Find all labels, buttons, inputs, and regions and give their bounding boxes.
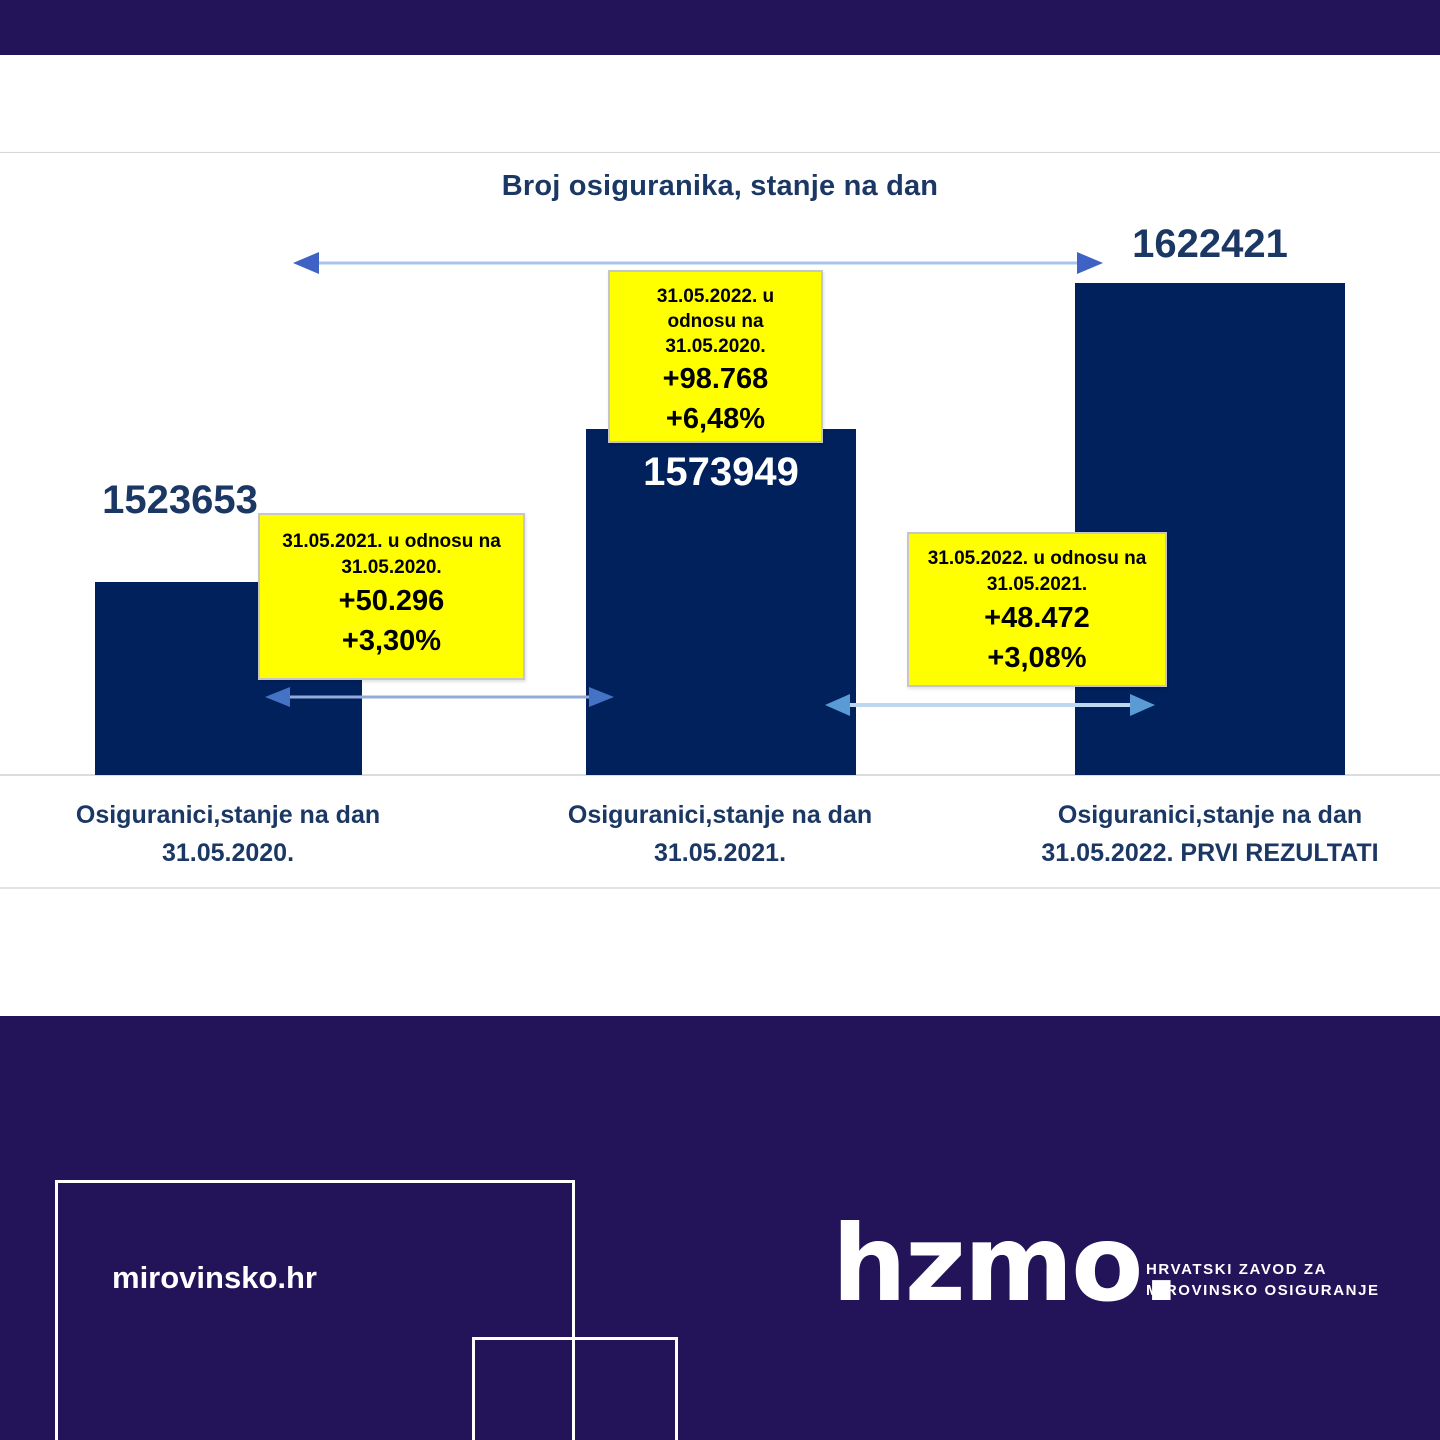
annotation-header: odnosu na bbox=[667, 311, 764, 332]
website-text: mirovinsko.hr bbox=[112, 1260, 317, 1295]
chart-title: Broj osiguranika, stanje na dan bbox=[501, 170, 939, 202]
bar-2022 bbox=[1075, 283, 1345, 775]
category-label-2022: Osiguranici,stanje na dan 31.05.2022. PR… bbox=[1000, 796, 1420, 872]
annotation-header: 31.05.2021. bbox=[986, 574, 1088, 595]
annotation-delta: +50.296 bbox=[338, 585, 445, 617]
category-line: 31.05.2021. bbox=[653, 839, 787, 867]
hzmo-org-name: HRVATSKI ZAVOD ZA MIROVINSKO OSIGURANJE bbox=[1146, 1259, 1380, 1301]
category-line: 31.05.2020. bbox=[161, 839, 295, 867]
decor-frame-large bbox=[55, 1180, 575, 1440]
category-label-2021: Osiguranici,stanje na dan 31.05.2021. bbox=[520, 796, 920, 872]
annotation-percent: +6,48% bbox=[665, 403, 766, 435]
value-label-2020: 1523653 bbox=[102, 478, 258, 522]
annotation-percent: +3,30% bbox=[341, 625, 442, 657]
org-name-line: HRVATSKI ZAVOD ZA bbox=[1146, 1261, 1328, 1278]
panel-bottom-divider bbox=[0, 887, 1440, 889]
annotation-2021-vs-2020: 31.05.2021. u odnosu na 31.05.2020. +50.… bbox=[258, 513, 525, 680]
category-line: Osiguranici,stanje na dan bbox=[75, 801, 381, 829]
bar-2021 bbox=[586, 429, 856, 775]
category-label-2020: Osiguranici,stanje na dan 31.05.2020. bbox=[28, 796, 428, 872]
footer-banner: mirovinsko.hr hzmo. HRVATSKI ZAVOD ZA MI… bbox=[0, 1016, 1440, 1440]
annotation-header: 31.05.2020. bbox=[665, 336, 766, 357]
annotation-2022-vs-2021: 31.05.2022. u odnosu na 31.05.2021. +48.… bbox=[907, 532, 1167, 687]
annotation-header: 31.05.2020. bbox=[341, 557, 442, 578]
top-banner bbox=[0, 0, 1440, 55]
annotation-percent: +3,08% bbox=[987, 642, 1087, 674]
org-name-line: MIROVINSKO OSIGURANJE bbox=[1146, 1282, 1380, 1299]
annotation-2022-vs-2020: 31.05.2022. u odnosu na 31.05.2020. +98.… bbox=[608, 270, 823, 443]
hzmo-logo: hzmo. bbox=[832, 1203, 1181, 1325]
category-line: Osiguranici,stanje na dan bbox=[567, 801, 873, 829]
value-label-2021: 1573949 bbox=[643, 450, 799, 494]
axis-baseline bbox=[0, 774, 1440, 776]
category-line: 31.05.2022. PRVI REZULTATI bbox=[1041, 839, 1379, 867]
annotation-header: 31.05.2021. u odnosu na bbox=[282, 531, 501, 552]
value-label-2022: 1622421 bbox=[1132, 222, 1288, 266]
annotation-delta: +48.472 bbox=[984, 602, 1090, 634]
annotation-header: 31.05.2022. u odnosu na bbox=[927, 548, 1147, 569]
annotation-header: 31.05.2022. u bbox=[656, 286, 775, 307]
category-line: Osiguranici,stanje na dan bbox=[1057, 801, 1363, 829]
annotation-delta: +98.768 bbox=[662, 363, 769, 395]
decor-frame-small bbox=[472, 1337, 678, 1440]
